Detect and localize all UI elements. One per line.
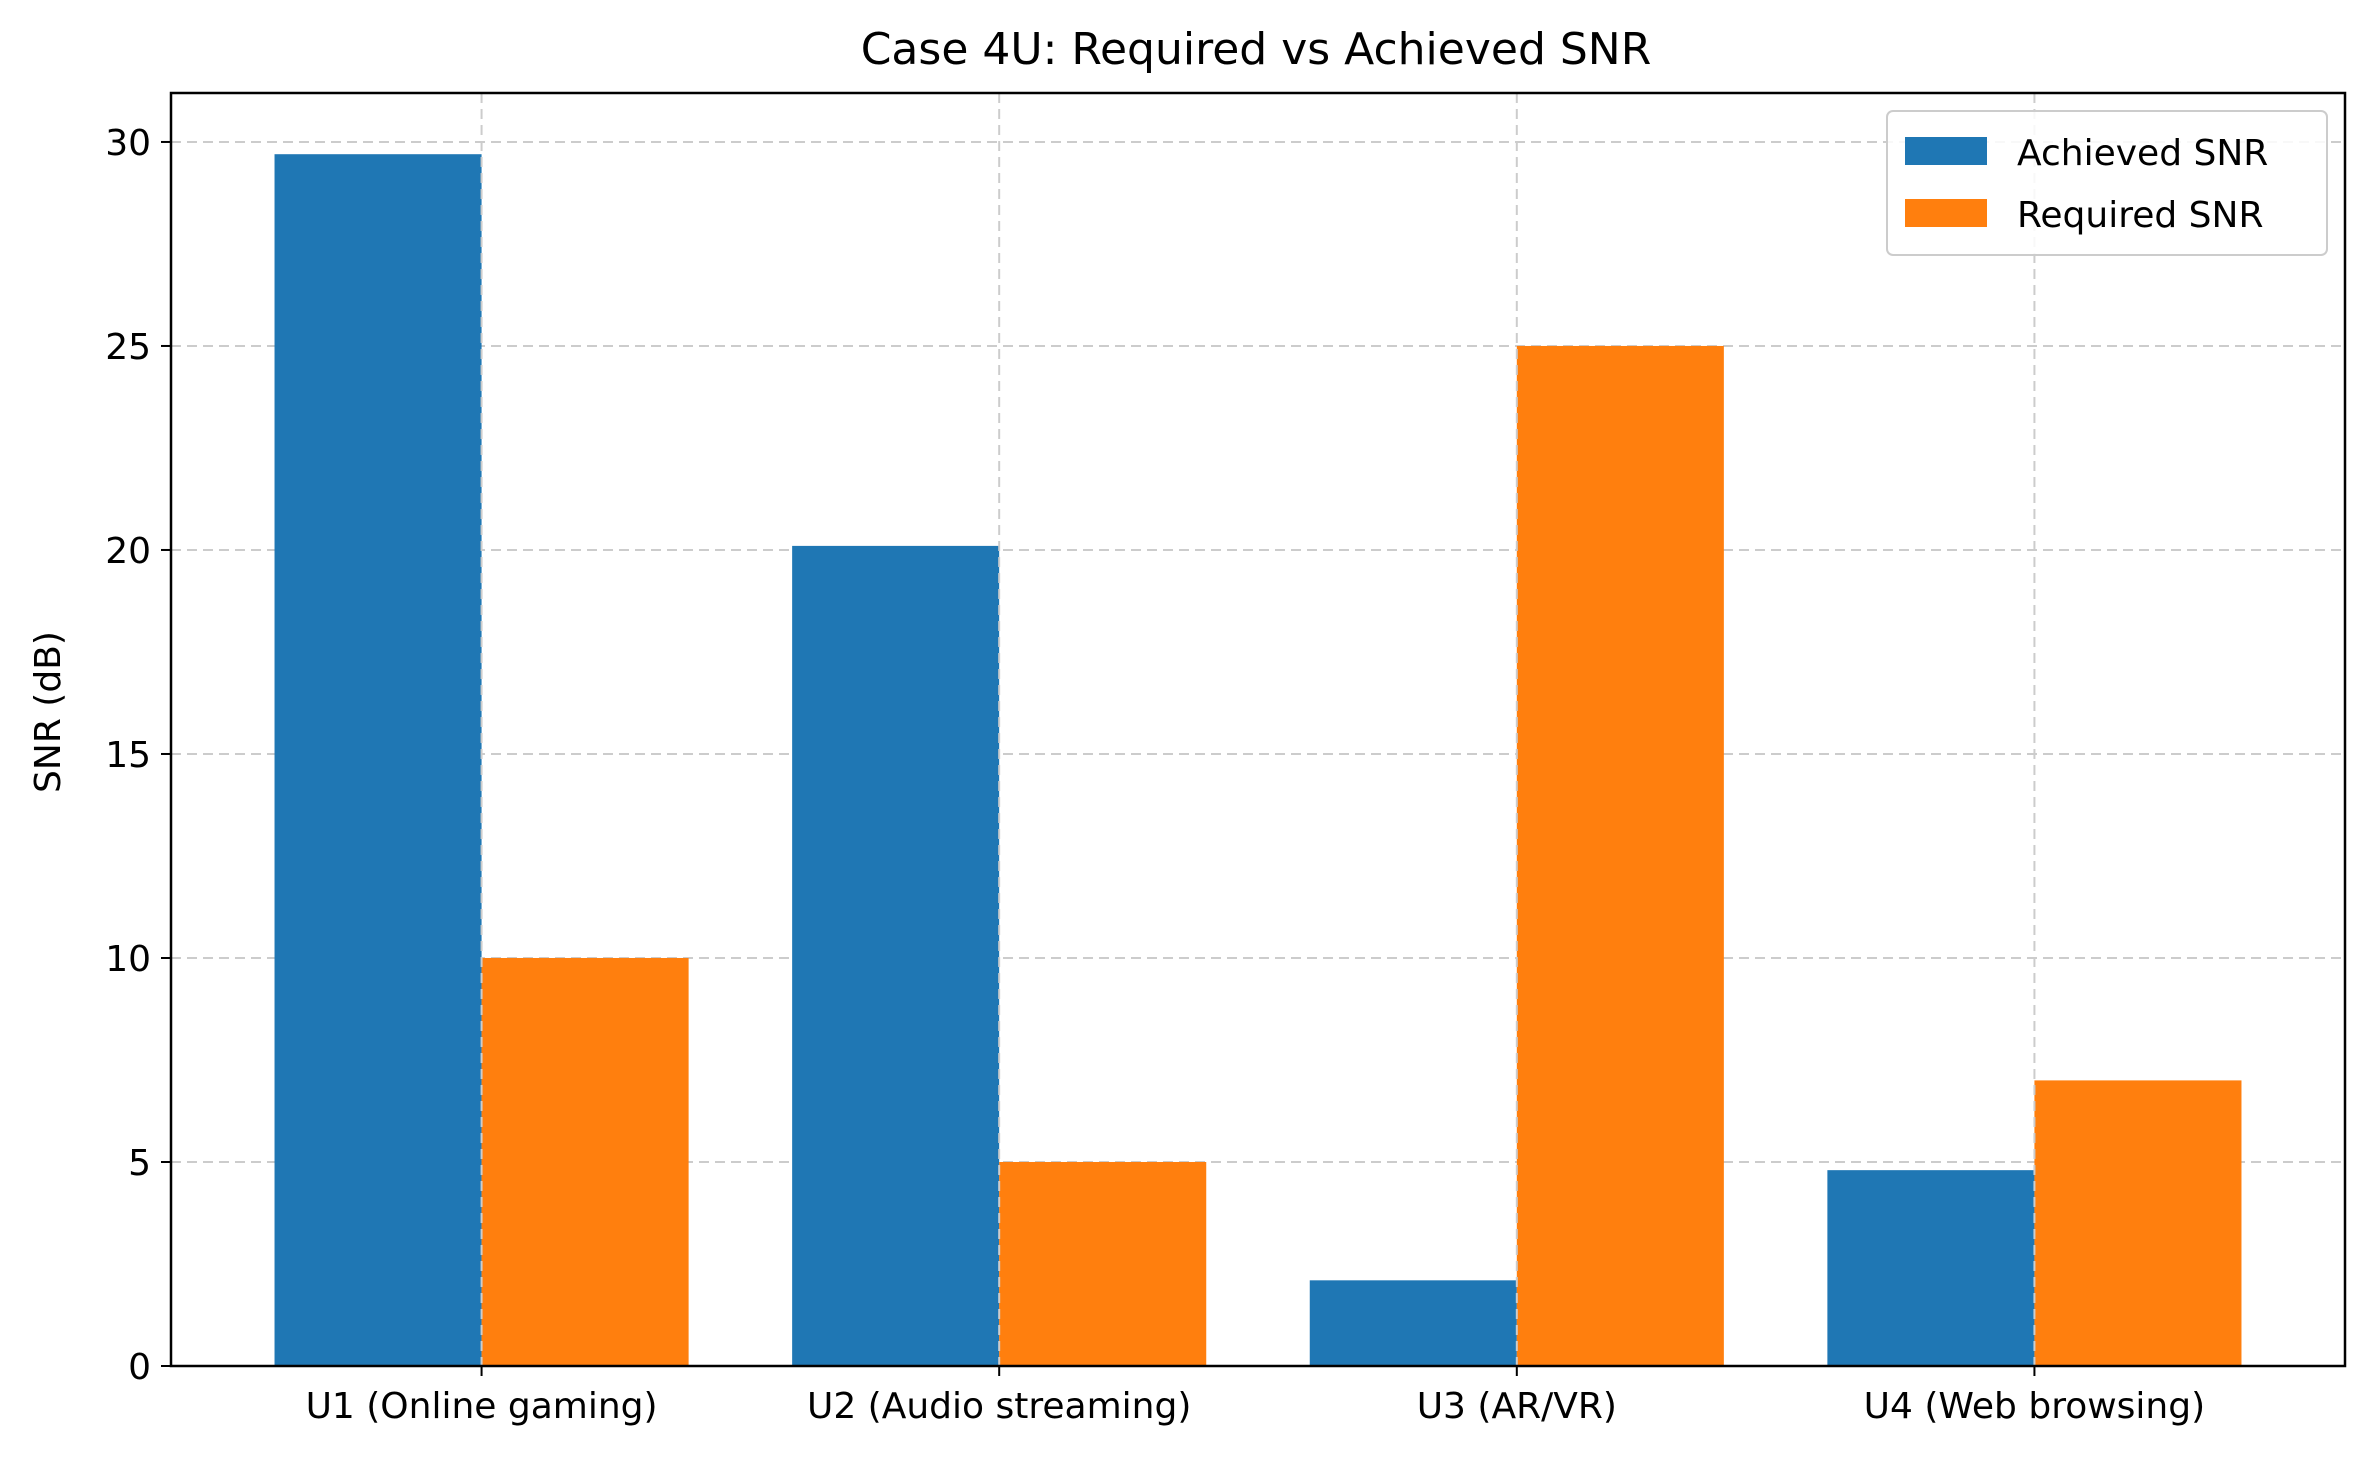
bar-achieved-1 (274, 154, 482, 1367)
bar-required-1 (481, 957, 689, 1366)
y-tick-label: 10 (105, 939, 151, 980)
y-tick-label: 0 (128, 1347, 151, 1388)
axis-ticks: 0 5 10 15 20 25 30 U1 (Online gaming) U2 (Audio … (105, 123, 2205, 1427)
x-tick-label: U1 (Online gaming) (306, 1386, 658, 1427)
legend-box (1886, 110, 2328, 256)
bar-required-3 (1516, 345, 1724, 1366)
bars (274, 154, 2242, 1367)
x-tick-label: U4 (Web browsing) (1864, 1386, 2205, 1427)
y-tick-label: 25 (105, 327, 151, 368)
bar-required-2 (999, 1161, 1207, 1366)
legend-label: Required SNR (2017, 195, 2263, 236)
y-tick-label: 5 (128, 1143, 151, 1184)
y-axis-label: SNR (dB) (28, 631, 69, 793)
vertical-grid-lines (480, 93, 2036, 1366)
y-tick-label: 20 (105, 531, 151, 572)
chart-title: Case 4U: Required vs Achieved SNR (861, 24, 1652, 75)
bar-achieved-4 (1827, 1170, 2035, 1366)
x-tick-label: U3 (AR/VR) (1417, 1386, 1617, 1427)
plot-area-frame (169, 91, 2347, 1368)
legend-swatch (1905, 137, 1987, 165)
bar-required-4 (2034, 1080, 2242, 1366)
x-tick-label: U2 (Audio streaming) (807, 1386, 1191, 1427)
legend-swatch (1905, 199, 1987, 227)
y-tick-label: 15 (105, 735, 151, 776)
bar-achieved-2 (792, 545, 1000, 1366)
legend-label: Achieved SNR (2017, 133, 2268, 174)
legend: Achieved SNR Required SNR (1886, 110, 2328, 256)
bar-achieved-3 (1309, 1280, 1517, 1366)
y-tick-label: 30 (105, 123, 151, 164)
